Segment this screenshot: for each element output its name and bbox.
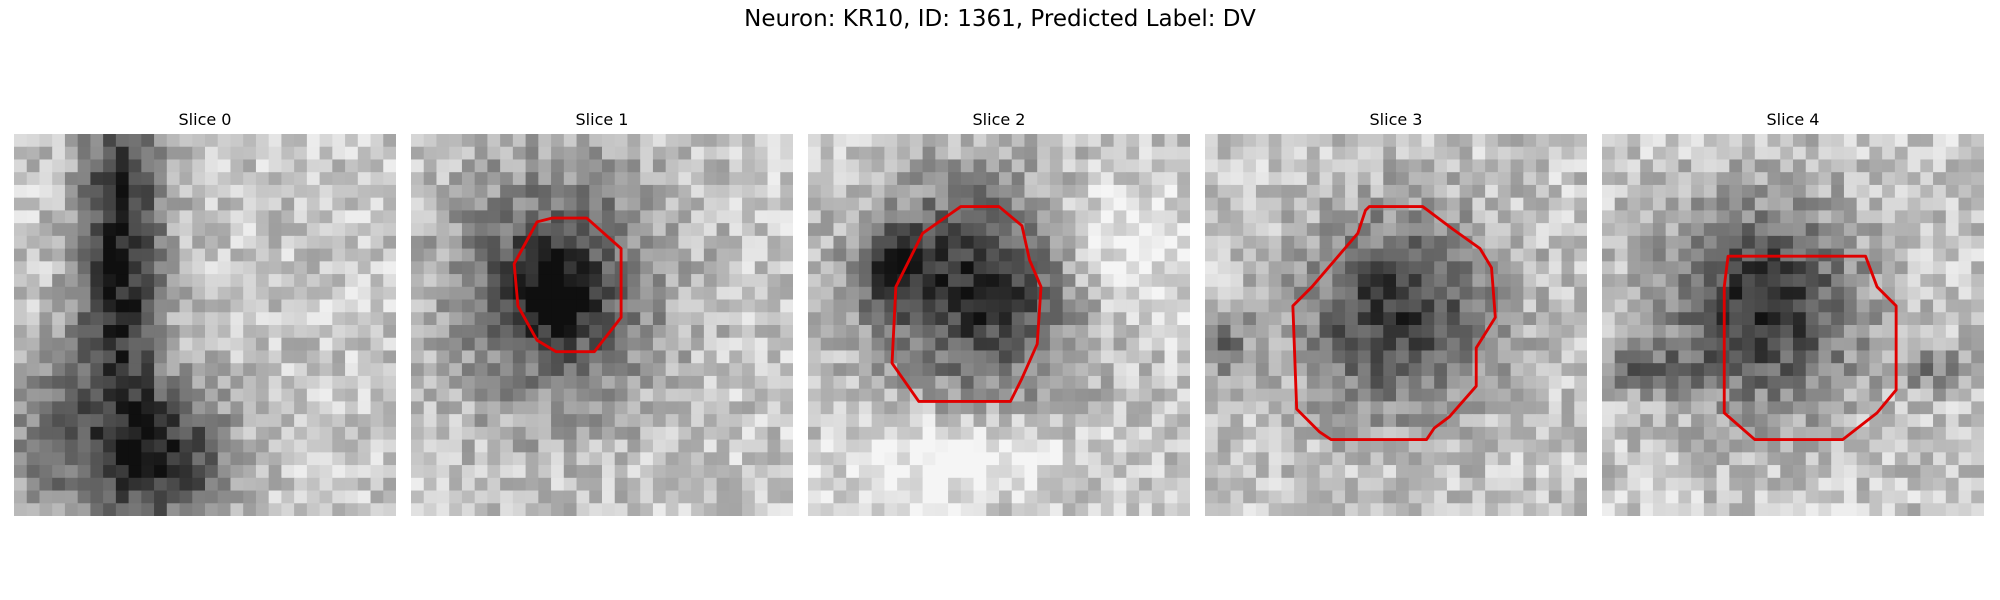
slice-image-3 <box>1205 134 1587 516</box>
figure-title: Neuron: KR10, ID: 1361, Predicted Label:… <box>744 6 1256 32</box>
slice-image-1 <box>411 134 793 516</box>
slice-title-1: Slice 1 <box>575 110 629 129</box>
roi-contour-2 <box>890 205 1043 403</box>
slice-title-0: Slice 0 <box>178 110 232 129</box>
roi-contour-1 <box>512 216 623 354</box>
slice-panel-3: Slice 3 <box>1205 110 1587 516</box>
slice-title-4: Slice 4 <box>1766 110 1820 129</box>
slice-panel-0: Slice 0 <box>14 110 396 516</box>
slice-panel-1: Slice 1 <box>411 110 793 516</box>
slice-panel-4: Slice 4 <box>1602 110 1984 516</box>
roi-contour-4 <box>1722 254 1898 442</box>
slice-title-2: Slice 2 <box>972 110 1026 129</box>
slice-image-4 <box>1602 134 1984 516</box>
roi-contour-3 <box>1291 205 1497 442</box>
slice-title-3: Slice 3 <box>1369 110 1423 129</box>
slice-image-0 <box>14 134 396 516</box>
slice-panel-2: Slice 2 <box>808 110 1190 516</box>
slice-image-2 <box>808 134 1190 516</box>
